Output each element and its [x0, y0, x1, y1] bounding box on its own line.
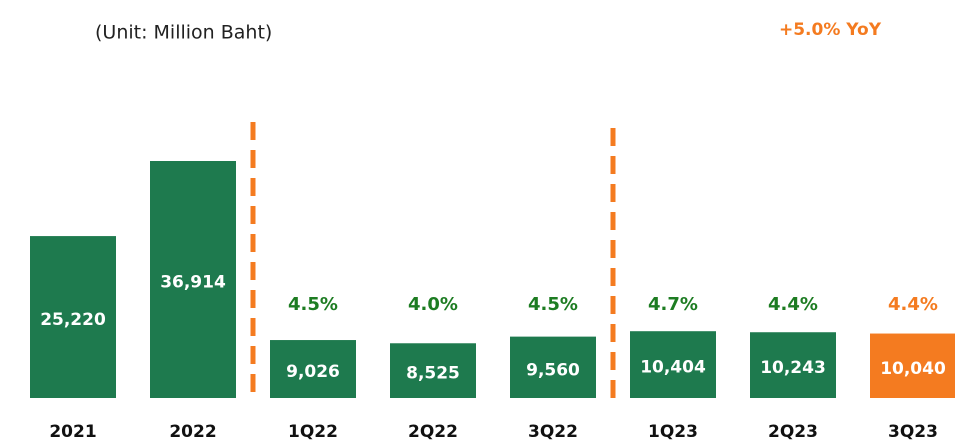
x-tick-label: 1Q23	[648, 422, 698, 442]
x-tick-label: 2021	[49, 422, 96, 442]
bar	[870, 333, 955, 398]
bar-value-label: 10,404	[640, 358, 706, 378]
margin-label: 4.4%	[888, 294, 938, 315]
bar-value-label: 8,525	[406, 364, 460, 384]
margin-label: 4.0%	[408, 294, 458, 315]
margin-label: 4.5%	[288, 294, 338, 315]
margin-label: 4.5%	[528, 294, 578, 315]
margin-label: 4.7%	[648, 294, 698, 315]
bar	[30, 236, 116, 398]
bar-value-label: 9,026	[286, 362, 340, 382]
x-tick-label: 2Q22	[408, 422, 458, 442]
x-tick-label: 3Q22	[528, 422, 578, 442]
bar-value-label: 10,243	[760, 358, 826, 378]
bar-value-label: 36,914	[160, 273, 226, 293]
x-tick-label: 1Q22	[288, 422, 338, 442]
margin-label: 4.4%	[768, 294, 818, 315]
bar	[510, 336, 596, 398]
bar-value-label: 10,040	[880, 359, 946, 379]
bar	[150, 161, 236, 398]
bar-value-label: 9,560	[526, 360, 580, 380]
yoy-annotation: +5.0% YoY	[779, 20, 882, 40]
bar	[630, 331, 716, 398]
bar	[390, 343, 476, 398]
bar-value-label: 25,220	[40, 310, 106, 330]
chart-subtitle: (Unit: Million Baht)	[95, 22, 272, 44]
x-tick-label: 3Q23	[888, 422, 938, 442]
bar	[270, 340, 356, 398]
x-tick-label: 2022	[169, 422, 216, 442]
bar	[750, 332, 836, 398]
x-tick-label: 2Q23	[768, 422, 818, 442]
